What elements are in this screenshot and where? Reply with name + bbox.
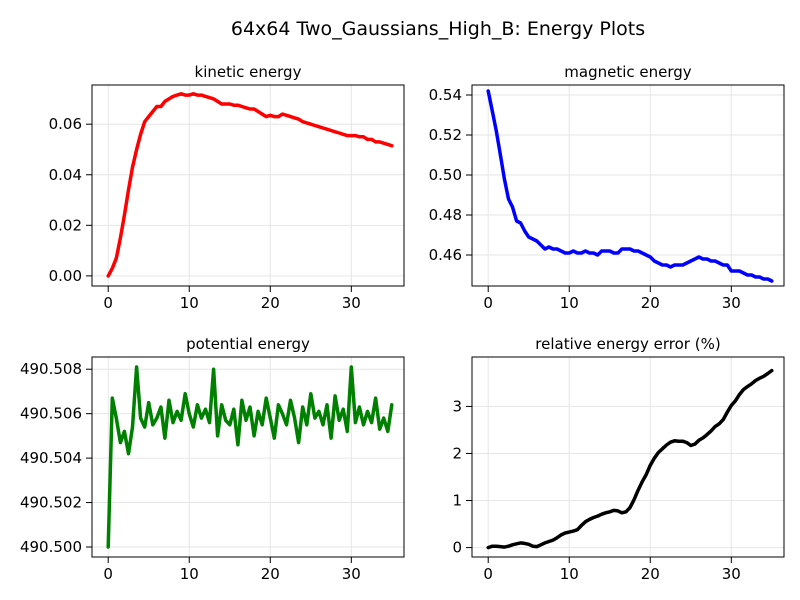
y-tick-label: 0.54: [429, 86, 462, 104]
potential-energy-title: potential energy: [186, 335, 310, 353]
axes-frame: [91, 84, 405, 287]
x-tick-label: 0: [103, 294, 113, 312]
series-line-0: [486, 89, 774, 283]
axes-frame: [91, 356, 405, 558]
y-tick-label: 0: [452, 539, 462, 557]
potential-energy-panel: potential energy 0 10 20 30 490.500 490.502 49…: [20, 335, 405, 583]
y-tick-label: 0.48: [429, 206, 462, 224]
magnetic-energy-title: magnetic energy: [564, 63, 692, 81]
y-tick-label: 0.00: [49, 267, 82, 285]
x-tick-label: 20: [641, 565, 660, 583]
relative-energy-error-panel: relative energy error (%) 0 10 20 30 0 1 2 3: [452, 335, 785, 583]
y-tick-label: 0.02: [49, 216, 82, 234]
x-tick-label: 20: [641, 294, 660, 312]
x-tick-label: 10: [180, 565, 199, 583]
x-tick-label: 10: [560, 294, 579, 312]
y-tick-label: 490.506: [20, 405, 82, 423]
kinetic-energy-panel: kinetic energy 0 10 20 30 0.00 0.02 0.04 0.06: [49, 63, 405, 312]
y-tick-label: 1: [452, 492, 462, 510]
magnetic-energy-panel: magnetic energy 0 10 20 30 0.46 0.48 0.50 0.52 0…: [429, 63, 785, 312]
axes-frame: [471, 356, 785, 558]
x-tick-label: 20: [261, 294, 280, 312]
axes-frame: [471, 84, 785, 287]
series-line-0: [106, 92, 394, 278]
x-tick-label: 10: [560, 565, 579, 583]
x-tick-label: 30: [342, 565, 361, 583]
x-tick-label: 30: [722, 565, 741, 583]
x-tick-label: 30: [722, 294, 741, 312]
figure-title: 64x64 Two_Gaussians_High_B: Energy Plots: [231, 18, 645, 40]
y-tick-label: 2: [452, 444, 462, 462]
kinetic-energy-title: kinetic energy: [195, 63, 302, 81]
y-tick-label: 0.04: [49, 166, 82, 184]
relative-energy-error-title: relative energy error (%): [535, 335, 720, 353]
y-tick-label: 0.46: [429, 246, 462, 264]
y-tick-label: 490.500: [20, 538, 82, 556]
y-tick-label: 0.06: [49, 115, 82, 133]
y-tick-label: 0.50: [429, 166, 462, 184]
series-line-0: [106, 365, 394, 549]
y-tick-label: 3: [452, 397, 462, 415]
x-tick-label: 0: [103, 565, 113, 583]
y-tick-label: 490.508: [20, 360, 82, 378]
series-line-0: [486, 368, 774, 550]
y-tick-label: 0.52: [429, 126, 462, 144]
x-tick-label: 20: [261, 565, 280, 583]
x-tick-label: 0: [483, 565, 493, 583]
y-tick-label: 490.502: [20, 494, 82, 512]
x-tick-label: 10: [180, 294, 199, 312]
x-tick-label: 30: [342, 294, 361, 312]
x-tick-label: 0: [483, 294, 493, 312]
y-tick-label: 490.504: [20, 449, 82, 467]
